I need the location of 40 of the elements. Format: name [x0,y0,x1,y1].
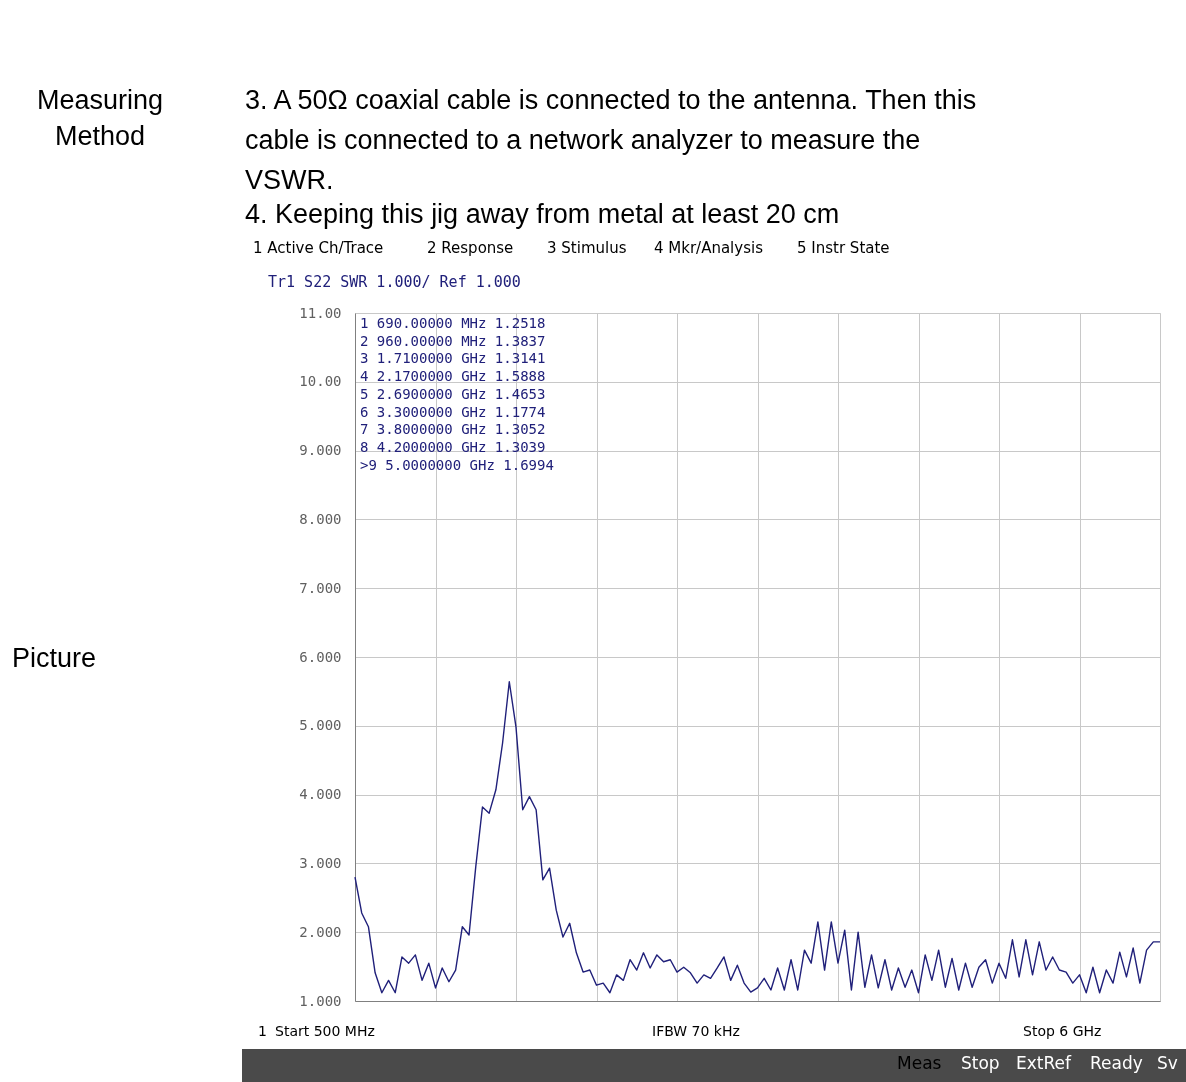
y-tick-label: 6.000 [299,648,342,665]
text: Measuring Method [36,85,164,151]
text: 3 Stimulus [547,239,627,257]
y-tick-label: 9.000 [299,442,342,459]
text: Picture [12,643,97,673]
annotation: 8 4.2000000 GHz 1.3039 [360,438,546,455]
y-tick-label: 1.000 [299,992,342,1009]
text: 1 [258,1023,267,1039]
annotation: 7 3.8000000 GHz 1.3052 [360,421,546,438]
annotation: 1 690.00000 MHz 1.2518 [360,315,546,331]
text: Start 500 MHz [275,1023,375,1039]
text: 4 Mkr/Analysis [654,239,764,257]
text: 5 Instr State [797,239,890,257]
annotation: 6 3.3000000 GHz 1.1774 [360,403,546,420]
text: Ready [1090,1053,1143,1073]
y-tick-label: 7.000 [299,579,342,596]
text: ExtRef [1016,1053,1072,1073]
text: Meas [897,1053,942,1073]
y-tick-label: 8.000 [299,510,342,527]
text: 1 Active Ch/Trace [253,239,384,257]
text: Stop 6 GHz [1023,1023,1102,1039]
annotation: >9 5.0000000 GHz 1.6994 [360,456,554,473]
annotation: 5 2.6900000 GHz 1.4653 [360,385,546,402]
y-tick-label: 3.000 [299,854,342,871]
y-tick-label: 4.000 [299,786,342,803]
text: Stop [961,1053,1000,1073]
annotation: 4 2.1700000 GHz 1.5888 [360,368,546,385]
text: 3. A 50Ω coaxial cable is connected to the antenna. Then this cable is connected to a network analyzer to measure the VSWR. [245,85,977,195]
annotation: 3 1.7100000 GHz 1.3141 [360,350,546,367]
y-tick-label: 2.000 [299,923,342,940]
text: 2 Response [427,239,514,257]
text: Sv [1157,1053,1178,1073]
text: Tr1 S22 SWR 1.000/ Ref 1.000 [268,273,521,291]
line-series [354,681,1161,994]
y-tick-label: 5.000 [299,717,342,734]
text: 4. Keeping this jig away from metal at least 20 cm [245,199,840,229]
annotation: 2 960.00000 MHz 1.3837 [360,332,546,349]
text: IFBW 70 kHz [652,1023,740,1039]
y-tick-label: 11.00 [299,304,342,321]
y-tick-label: 10.00 [299,373,342,390]
